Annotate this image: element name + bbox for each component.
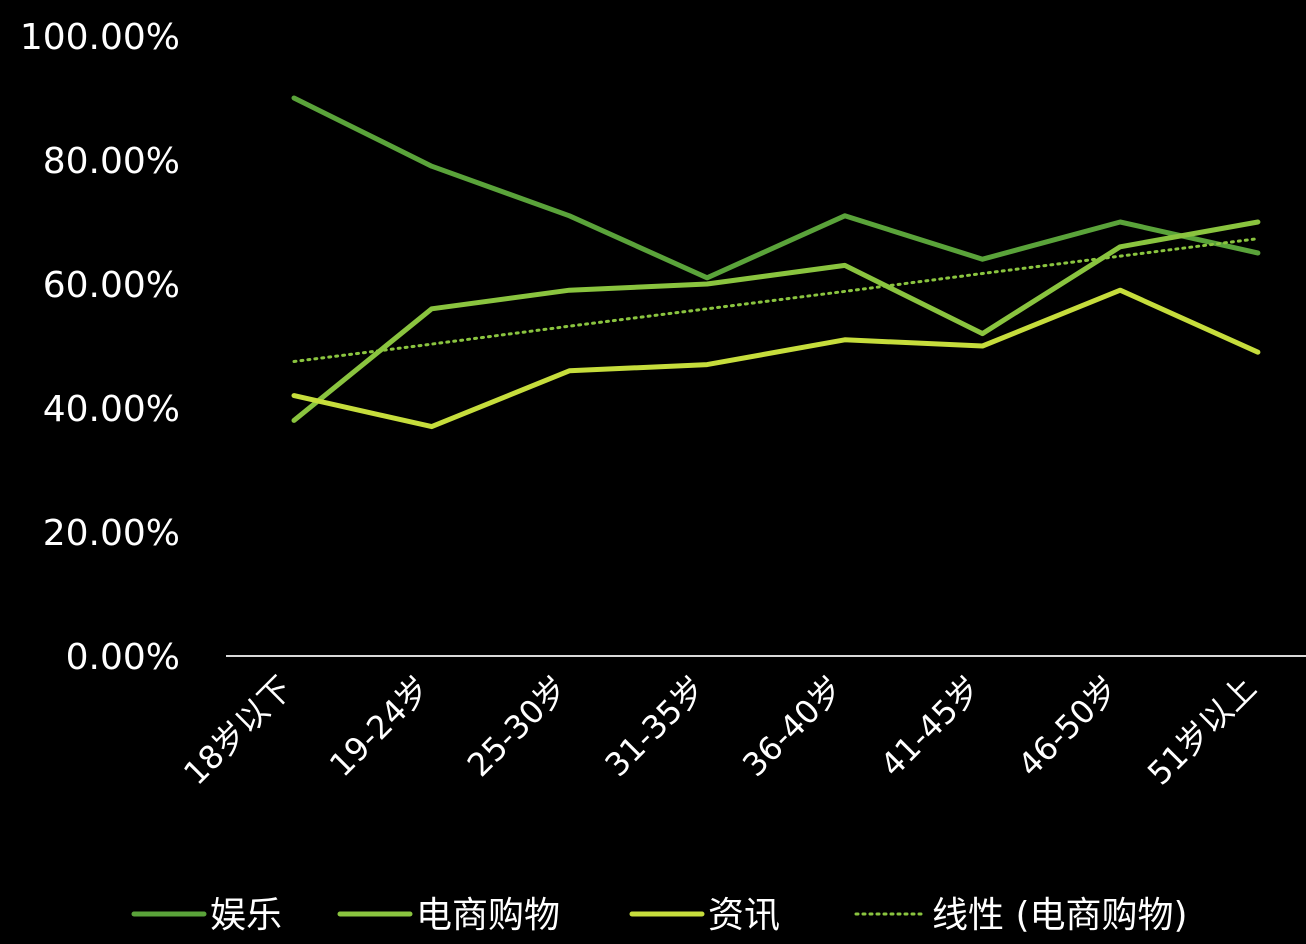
legend-label-0: 娱乐 — [210, 895, 282, 936]
x-tick-label: 46-50岁 — [1011, 669, 1126, 784]
legend-label-3: 线性 (电商购物) — [932, 895, 1188, 936]
x-tick-label: 19-24岁 — [322, 669, 437, 784]
x-tick-label: 18岁以下 — [176, 669, 300, 793]
series-lines — [291, 95, 1261, 430]
y-tick-label: 20.00% — [43, 513, 180, 554]
x-tick-label: 51岁以上 — [1140, 669, 1264, 793]
x-tick-label: 36-40岁 — [735, 669, 850, 784]
y-tick-label: 100.00% — [20, 17, 180, 58]
y-tick-label: 80.00% — [43, 141, 180, 182]
legend-label-2: 资讯 — [708, 895, 780, 936]
legend: 娱乐 电商购物 资讯 线性 (电商购物) — [131, 895, 1188, 936]
series-line-1 — [291, 219, 1261, 423]
x-axis-tick-labels: 18岁以下 19-24岁 25-30岁 31-35岁 36-40岁 41-45岁 46-50… — [176, 669, 1263, 793]
series-line-0 — [291, 95, 1261, 281]
x-tick-label: 41-45岁 — [873, 669, 988, 784]
x-tick-label: 25-30岁 — [460, 669, 575, 784]
y-axis-tick-labels: 0.00% 20.00% 40.00% 60.00% 80.00% 100.00% — [20, 17, 180, 678]
legend-label-1: 电商购物 — [416, 895, 560, 936]
series-line-2 — [291, 287, 1261, 430]
series-line-3 — [292, 237, 1260, 363]
y-tick-label: 60.00% — [43, 265, 180, 306]
y-tick-label: 0.00% — [66, 637, 180, 678]
y-tick-label: 40.00% — [43, 389, 180, 430]
x-tick-label: 31-35岁 — [597, 669, 712, 784]
